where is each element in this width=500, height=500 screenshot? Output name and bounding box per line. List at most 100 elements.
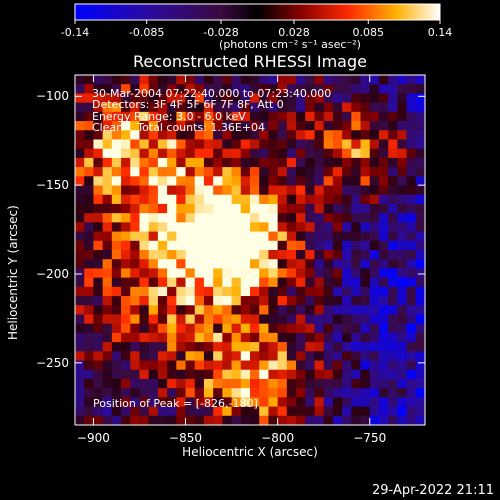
heatmap-cell bbox=[231, 305, 242, 316]
heatmap-cell bbox=[286, 240, 297, 251]
heatmap-cell bbox=[369, 167, 380, 177]
heatmap-cell bbox=[222, 296, 233, 306]
heatmap-cell bbox=[351, 84, 362, 95]
heatmap-cell bbox=[268, 397, 279, 408]
heatmap-cell bbox=[157, 213, 168, 223]
heatmap-cell bbox=[139, 231, 150, 242]
heatmap-cell bbox=[415, 231, 425, 242]
heatmap-cell bbox=[130, 148, 141, 159]
heatmap-cell bbox=[323, 167, 334, 177]
heatmap-cell bbox=[213, 305, 223, 316]
heatmap-cell bbox=[185, 93, 196, 104]
heatmap-cell bbox=[130, 102, 141, 113]
heatmap-cell bbox=[111, 111, 122, 122]
heatmap-cell bbox=[130, 342, 141, 352]
heatmap-cell bbox=[351, 277, 362, 288]
heatmap-cell bbox=[277, 240, 288, 251]
heatmap-cell bbox=[157, 240, 168, 251]
heatmap-cell bbox=[222, 406, 233, 417]
heatmap-cell bbox=[148, 111, 159, 122]
x-tick-label: −850 bbox=[169, 431, 202, 445]
heatmap-cell bbox=[323, 305, 334, 316]
heatmap-cell bbox=[176, 296, 187, 306]
heatmap-cell bbox=[314, 139, 325, 150]
heatmap-cell bbox=[305, 102, 316, 113]
heatmap-cell bbox=[286, 213, 297, 223]
heatmap-cell bbox=[157, 194, 168, 205]
heatmap-cell bbox=[203, 139, 214, 150]
heatmap-cell bbox=[259, 102, 270, 113]
heatmap-cell bbox=[121, 259, 131, 270]
heatmap-cell bbox=[240, 305, 251, 316]
heatmap-cell bbox=[360, 406, 371, 417]
heatmap-cell bbox=[314, 268, 325, 279]
heatmap-cell bbox=[185, 351, 196, 362]
heatmap-cell bbox=[203, 277, 214, 288]
heatmap-cell bbox=[250, 84, 260, 95]
heatmap-cell bbox=[277, 378, 288, 389]
heatmap-cell bbox=[176, 305, 187, 316]
heatmap-cell bbox=[406, 176, 417, 187]
heatmap-cell bbox=[139, 176, 150, 187]
heatmap-cell bbox=[231, 194, 242, 205]
heatmap-cell bbox=[259, 121, 270, 131]
heatmap-cell bbox=[185, 268, 196, 279]
heatmap-cell bbox=[75, 259, 85, 270]
heatmap-cell bbox=[351, 268, 362, 279]
heatmap-cell bbox=[332, 388, 343, 398]
heatmap-cell bbox=[176, 231, 187, 242]
heatmap-cell bbox=[222, 203, 233, 214]
clean-label: Clean Total counts: 1.36E+04 bbox=[92, 122, 265, 133]
heatmap-cell bbox=[314, 388, 325, 398]
heatmap-cell bbox=[250, 397, 260, 408]
heatmap-cell bbox=[84, 397, 95, 408]
heatmap-cell bbox=[111, 121, 122, 131]
heatmap-cell bbox=[259, 213, 270, 223]
heatmap-cell bbox=[388, 93, 398, 104]
heatmap-cell bbox=[406, 130, 417, 141]
heatmap-cell bbox=[259, 296, 270, 306]
heatmap-cell bbox=[332, 305, 343, 316]
heatmap-cell bbox=[305, 388, 316, 398]
heatmap-cell bbox=[277, 139, 288, 150]
heatmap-cell bbox=[231, 369, 242, 380]
heatmap-cell bbox=[231, 139, 242, 150]
heatmap-cell bbox=[406, 121, 417, 131]
heatmap-cell bbox=[314, 102, 325, 113]
heatmap-cell bbox=[406, 259, 417, 270]
heatmap-cell bbox=[93, 121, 104, 131]
heatmap-cell bbox=[222, 121, 233, 131]
heatmap-cell bbox=[397, 259, 408, 270]
heatmap-cell bbox=[369, 286, 380, 297]
heatmap-cell bbox=[332, 222, 343, 233]
heatmap-cell bbox=[351, 259, 362, 270]
heatmap-cell bbox=[323, 259, 334, 270]
heatmap-cell bbox=[305, 342, 316, 352]
heatmap-cell bbox=[369, 75, 380, 85]
heatmap-cell bbox=[406, 213, 417, 223]
heatmap-cell bbox=[139, 75, 150, 85]
heatmap-cell bbox=[314, 240, 325, 251]
heatmap-cell bbox=[332, 231, 343, 242]
heatmap-cell bbox=[213, 415, 223, 425]
heatmap-cell bbox=[342, 148, 352, 159]
heatmap-cell bbox=[259, 93, 270, 104]
heatmap-cell bbox=[351, 369, 362, 380]
heatmap-cell bbox=[388, 296, 398, 306]
heatmap-cell bbox=[296, 296, 306, 306]
heatmap-cell bbox=[102, 213, 113, 223]
heatmap-cell bbox=[240, 185, 251, 196]
heatmap-cell bbox=[157, 157, 168, 168]
heatmap-cell bbox=[332, 185, 343, 196]
heatmap-cell bbox=[240, 194, 251, 205]
heatmap-cell bbox=[111, 84, 122, 95]
heatmap-cell bbox=[148, 406, 159, 417]
heatmap-cell bbox=[378, 268, 389, 279]
heatmap-cell bbox=[250, 286, 260, 297]
heatmap-cell bbox=[415, 268, 425, 279]
heatmap-cell bbox=[342, 111, 352, 122]
heatmap-cell bbox=[222, 250, 233, 260]
heatmap-cell bbox=[84, 148, 95, 159]
heatmap-cell bbox=[121, 250, 131, 260]
heatmap-cell bbox=[360, 231, 371, 242]
